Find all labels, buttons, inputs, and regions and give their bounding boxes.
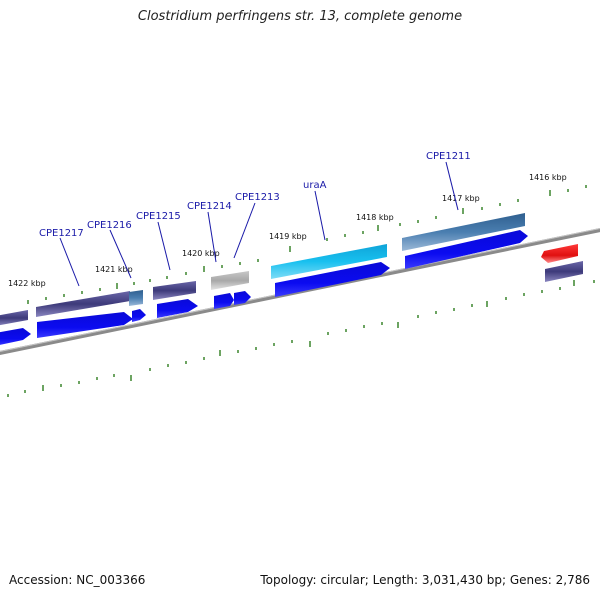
- scale-label-1416: 1416 kbp: [529, 173, 567, 182]
- scale-label-1417: 1417 kbp: [442, 194, 480, 203]
- gene-label-cpe1213[interactable]: CPE1213: [235, 192, 280, 203]
- gene-bar-cpe1216[interactable]: [129, 290, 143, 306]
- cds-arrow[interactable]: [0, 328, 31, 346]
- genome-summary-text: Topology: circular; Length: 3,031,430 bp…: [260, 573, 590, 587]
- cds-arrow-cpe1213[interactable]: [234, 291, 251, 305]
- upper-tick-track: [27, 185, 587, 304]
- gene-bar-red[interactable]: [541, 244, 578, 263]
- gene-track: [0, 213, 583, 326]
- gene-label-cpe1216[interactable]: CPE1216: [87, 220, 132, 231]
- label-leaders: [59, 161, 459, 287]
- cds-arrow-cpe1216[interactable]: [132, 309, 146, 322]
- gene-label-cpe1211[interactable]: CPE1211: [426, 151, 471, 162]
- scale-label-1421: 1421 kbp: [95, 265, 133, 274]
- gene-bar-cpe1217[interactable]: [36, 291, 130, 317]
- cds-arrow-cpe1215[interactable]: [157, 299, 198, 318]
- cds-arrow-cpe1217[interactable]: [37, 312, 133, 338]
- cds-track: [0, 230, 528, 346]
- gene-label-cpe1215[interactable]: CPE1215: [136, 211, 181, 222]
- accession-text: Accession: NC_003366: [9, 573, 146, 587]
- scale-label-1422: 1422 kbp: [8, 279, 46, 288]
- gene-label-cpe1217[interactable]: CPE1217: [39, 228, 84, 239]
- cds-arrow-cpe1211[interactable]: [405, 230, 528, 269]
- gene-bar[interactable]: [545, 261, 583, 282]
- gene-bar-cpe1211[interactable]: [402, 213, 525, 251]
- scale-label-1420: 1420 kbp: [182, 249, 220, 258]
- gene-bar[interactable]: [0, 310, 28, 326]
- gene-bar-cpe1215[interactable]: [153, 281, 196, 300]
- scale-label-1418: 1418 kbp: [356, 213, 394, 222]
- genome-title: Clostridium perfringens str. 13, complet…: [137, 9, 463, 24]
- gene-bar-cpe1214[interactable]: [211, 271, 249, 290]
- lower-tick-track: [7, 280, 595, 397]
- gene-bar-uraa[interactable]: [271, 244, 387, 279]
- scale-label-1419: 1419 kbp: [269, 232, 307, 241]
- gene-label-cpe1214[interactable]: CPE1214: [187, 201, 232, 212]
- gene-label-uraa[interactable]: uraA: [303, 180, 327, 191]
- cds-arrow-cpe1214[interactable]: [214, 293, 234, 309]
- cds-arrow-uraa[interactable]: [275, 262, 390, 297]
